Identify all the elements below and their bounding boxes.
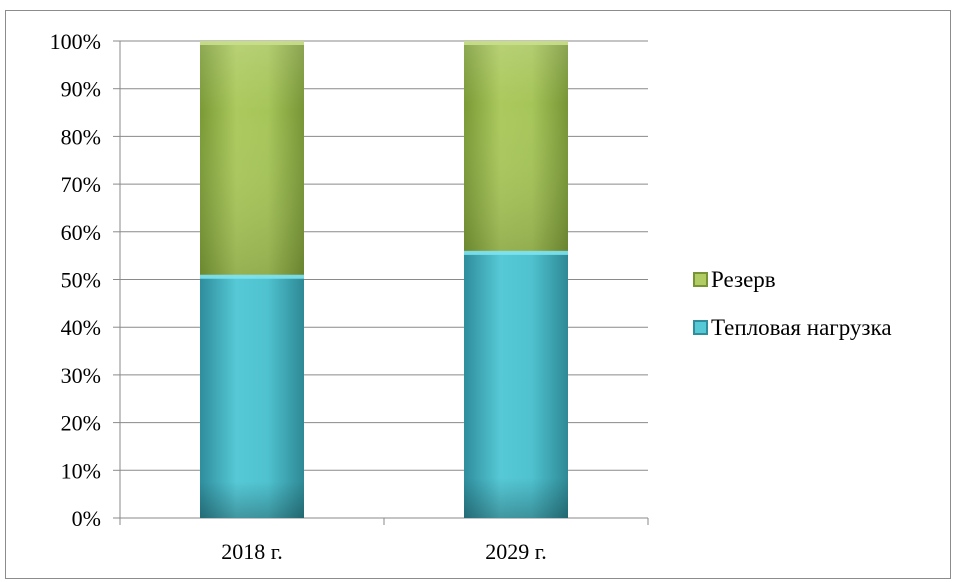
bar-segment-shade <box>200 274 304 518</box>
y-tick-label: 10% <box>61 458 101 483</box>
y-tick-label: 30% <box>61 363 101 388</box>
y-tick-label: 20% <box>61 411 101 436</box>
bar-segment-cap <box>464 41 568 45</box>
bar-segment-shade <box>200 41 304 275</box>
y-tick-label: 80% <box>61 124 101 149</box>
x-tick-labels: 2018 г. 2029 г. <box>221 539 547 564</box>
y-tick-label: 100% <box>50 29 101 54</box>
x-tick-label: 2018 г. <box>221 539 283 564</box>
y-tick-label: 60% <box>61 220 101 245</box>
y-tick-label: 0% <box>72 506 101 531</box>
y-tick-label: 40% <box>61 315 101 340</box>
bar-segment-cap <box>200 41 304 45</box>
legend-label: Тепловая нагрузка <box>711 315 892 340</box>
x-tick-label: 2029 г. <box>485 539 547 564</box>
y-tick-label: 50% <box>61 268 101 293</box>
bars <box>200 41 568 518</box>
legend-swatch <box>693 320 708 335</box>
bar-segment-cap <box>200 274 304 279</box>
y-tick-label: 90% <box>61 77 101 102</box>
gridlines <box>120 40 648 471</box>
y-tick-labels: 0% 10% 20% 30% 40% 50% 60% 70% 80% 90% 100% <box>50 29 101 531</box>
bar-segment-shade <box>464 250 568 518</box>
legend-label: Резерв <box>711 267 776 292</box>
legend: Резерв Тепловая нагрузка <box>693 267 892 340</box>
y-tick-label: 70% <box>61 172 101 197</box>
bar-segment-shade <box>464 41 568 251</box>
legend-swatch <box>693 272 708 287</box>
bar-segment-cap <box>464 250 568 255</box>
